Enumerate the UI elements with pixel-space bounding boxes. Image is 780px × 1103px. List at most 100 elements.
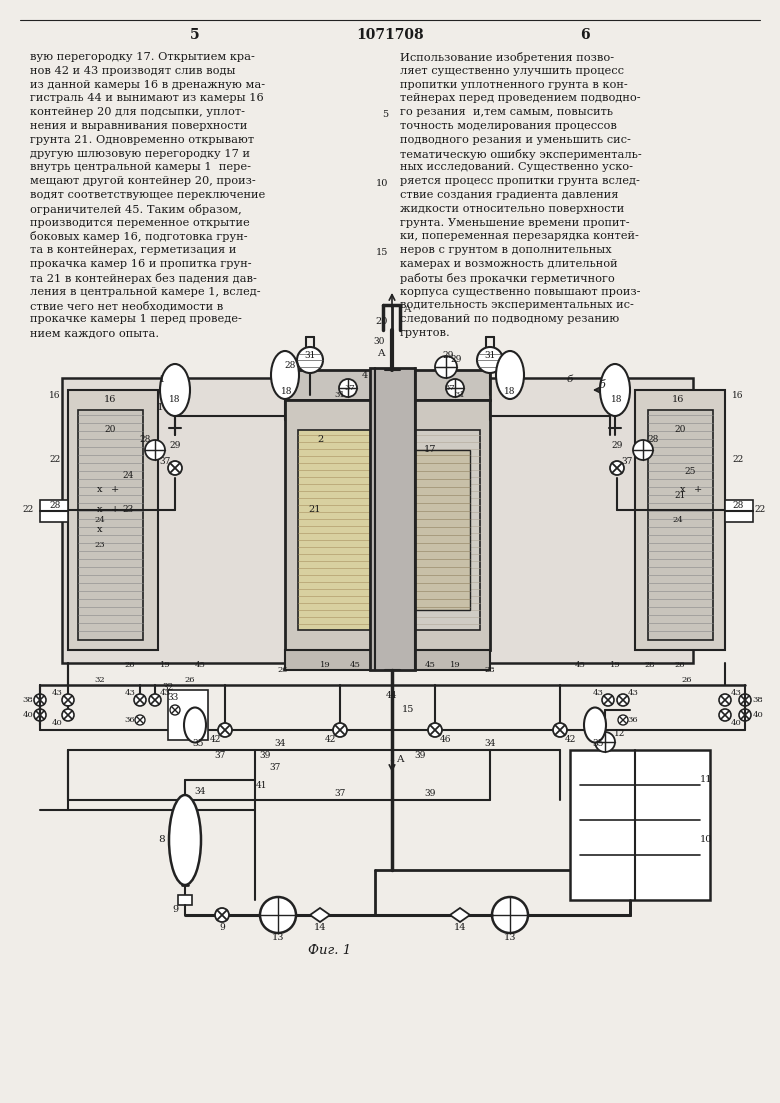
Text: 34: 34 (275, 739, 285, 748)
Polygon shape (310, 908, 330, 922)
Text: ряется процесс пропитки грунта вслед-: ряется процесс пропитки грунта вслед- (400, 176, 640, 186)
Text: следований по подводному резанию: следований по подводному резанию (400, 314, 619, 324)
Circle shape (218, 722, 232, 737)
Circle shape (435, 356, 457, 378)
Text: 6: 6 (580, 28, 590, 42)
Text: б: б (598, 381, 605, 390)
Bar (400, 450, 470, 610)
Circle shape (170, 705, 180, 715)
Text: водят соответствующее переключение: водят соответствующее переключение (30, 190, 265, 200)
Bar (385, 378, 693, 663)
Text: 2: 2 (317, 436, 323, 445)
Text: грунта. Уменьшение времени пропит-: грунта. Уменьшение времени пропит- (400, 217, 629, 227)
Text: 24: 24 (94, 516, 105, 524)
Text: 28: 28 (732, 501, 743, 510)
Bar (285, 650, 490, 670)
Text: 43: 43 (160, 689, 171, 697)
Text: камерах и возможность длительной: камерах и возможность длительной (400, 259, 618, 269)
Text: 42: 42 (564, 736, 576, 745)
Text: 8: 8 (158, 835, 165, 845)
Bar (390, 430, 480, 630)
Text: 22: 22 (49, 456, 61, 464)
Text: 37: 37 (215, 750, 225, 760)
Text: 19: 19 (610, 661, 620, 670)
Text: 16: 16 (732, 390, 744, 399)
Text: 22: 22 (754, 504, 766, 514)
Text: та в контейнерах, герметизация и: та в контейнерах, герметизация и (30, 245, 236, 255)
Bar (168, 690, 208, 740)
Text: 18: 18 (169, 396, 181, 405)
Text: 1071708: 1071708 (356, 28, 424, 42)
Bar (68, 390, 158, 650)
Text: 45: 45 (424, 661, 435, 670)
Text: 10: 10 (376, 179, 388, 188)
Text: 20: 20 (675, 426, 686, 435)
Text: 11: 11 (700, 775, 712, 784)
Text: 24: 24 (122, 471, 133, 480)
Text: боковых камер 16, подготовка грун-: боковых камер 16, подготовка грун- (30, 232, 247, 243)
Text: 36: 36 (125, 716, 135, 724)
Text: б: б (567, 375, 573, 385)
Text: 25: 25 (684, 468, 696, 476)
Text: 43: 43 (125, 689, 136, 697)
Text: мещают другой контейнер 20, произ-: мещают другой контейнер 20, произ- (30, 176, 256, 186)
Text: 43: 43 (51, 689, 62, 697)
Bar (635, 390, 725, 650)
Text: 13: 13 (271, 933, 284, 942)
Circle shape (428, 722, 442, 737)
Text: 28: 28 (645, 661, 655, 670)
Text: 31: 31 (455, 390, 466, 399)
Text: A: A (378, 349, 385, 357)
Circle shape (719, 694, 731, 706)
Text: 37: 37 (445, 384, 456, 392)
Text: 20: 20 (105, 426, 115, 435)
Text: 28: 28 (285, 361, 296, 370)
Text: жидкости относительно поверхности: жидкости относительно поверхности (400, 204, 624, 214)
Text: неров с грунтом в дополнительных: неров с грунтом в дополнительных (400, 245, 612, 255)
Text: 21: 21 (309, 505, 321, 514)
Text: водительность экспериментальных ис-: водительность экспериментальных ис- (400, 300, 634, 310)
Text: 5: 5 (190, 28, 200, 42)
Text: 37: 37 (622, 458, 633, 467)
Text: 18: 18 (612, 396, 622, 405)
Text: 16: 16 (672, 396, 684, 405)
Text: 17: 17 (424, 446, 436, 454)
Text: точность моделирования процессов: точность моделирования процессов (400, 121, 617, 131)
Text: A: A (403, 306, 411, 314)
Text: прокачка камер 16 и пропитка грун-: прокачка камер 16 и пропитка грун- (30, 259, 252, 269)
Text: грунта 21. Одновременно открывают: грунта 21. Одновременно открывают (30, 135, 254, 144)
Circle shape (62, 709, 74, 721)
Text: 14: 14 (314, 923, 326, 932)
Text: 18: 18 (504, 387, 516, 396)
Text: 33: 33 (168, 694, 179, 703)
Text: 40: 40 (23, 711, 34, 719)
Polygon shape (450, 908, 470, 922)
Text: 34: 34 (194, 788, 206, 796)
Bar (370, 368, 415, 670)
Circle shape (618, 715, 628, 725)
Circle shape (553, 722, 567, 737)
Text: 42: 42 (209, 736, 221, 745)
Text: другую шлюзовую перегородку 17 и: другую шлюзовую перегородку 17 и (30, 149, 250, 159)
Text: 29: 29 (450, 355, 462, 364)
Text: 31: 31 (335, 390, 346, 399)
Text: 9: 9 (219, 923, 225, 932)
Text: 38: 38 (23, 696, 34, 704)
Text: 37: 37 (159, 458, 171, 467)
Text: 1: 1 (157, 404, 163, 413)
Text: ствие чего нет необходимости в: ствие чего нет необходимости в (30, 300, 223, 311)
Text: +: + (111, 505, 119, 514)
Text: 37: 37 (269, 763, 281, 772)
Bar (178, 895, 192, 904)
Text: Фиг. 1: Фиг. 1 (308, 943, 352, 956)
Text: ствие создания градиента давления: ствие создания градиента давления (400, 190, 619, 200)
Text: 38: 38 (753, 696, 764, 704)
Circle shape (62, 694, 74, 706)
Text: Использование изобретения позво-: Использование изобретения позво- (400, 52, 614, 63)
Circle shape (339, 379, 357, 397)
Text: 28: 28 (484, 666, 495, 674)
Text: 14: 14 (454, 923, 466, 932)
Text: 22: 22 (23, 504, 34, 514)
Text: нения и выравнивания поверхности: нения и выравнивания поверхности (30, 121, 247, 131)
Circle shape (34, 709, 46, 721)
